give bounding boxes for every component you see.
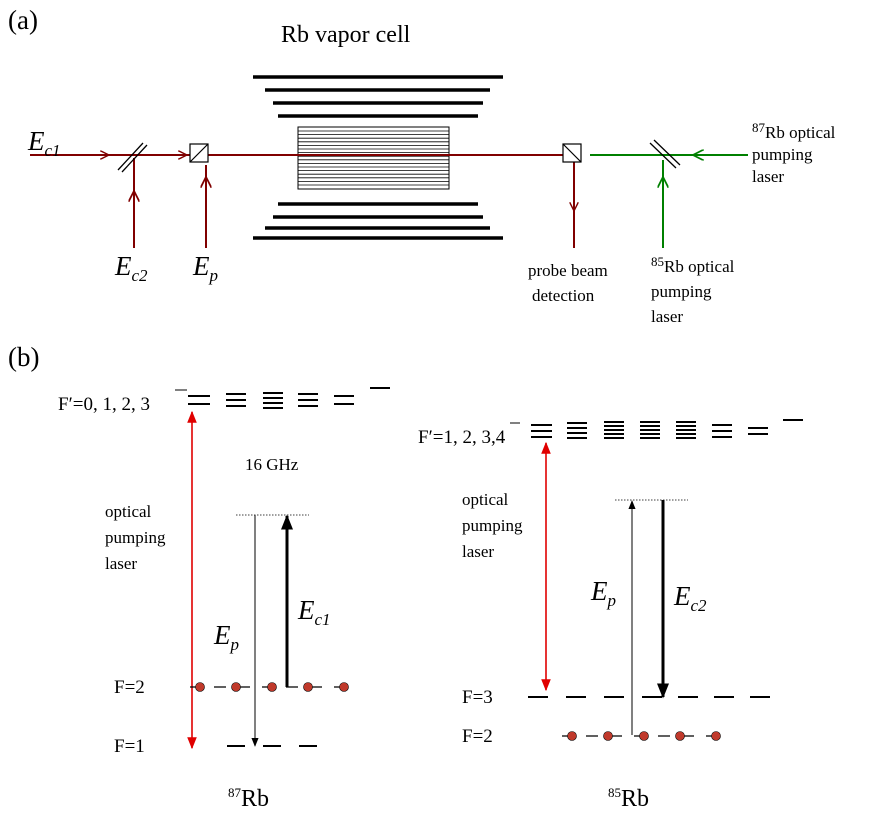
rb85-isotope-label: 85Rb <box>608 785 649 812</box>
panel-b-label: (b) <box>8 342 39 372</box>
rb87-f1-label: F=1 <box>114 736 145 757</box>
rb87-atom-dot <box>339 682 349 692</box>
rb87-isotope-label: 87Rb <box>228 785 269 812</box>
label-ep: Ep <box>192 251 218 285</box>
rb85-pump-label: 85Rb optical pumping laser <box>651 254 739 326</box>
vapor-cell-body <box>297 126 450 190</box>
rb87-ep-label: Ep <box>213 620 239 654</box>
rb85-ground-f2 <box>562 731 728 741</box>
rb87-atom-dot <box>267 682 277 692</box>
rb85-atom-dot <box>711 731 721 741</box>
rb87-f2-label: F=2 <box>114 677 145 698</box>
label-ec1: Ec1 <box>27 126 61 160</box>
rb87-atom-dot <box>195 682 205 692</box>
mirror-right <box>649 139 681 169</box>
rb87-ec-label: Ec1 <box>297 595 331 629</box>
pbs-cube-left <box>189 143 209 163</box>
pbs-cube-right <box>562 143 582 163</box>
coupling-probe-beam <box>30 155 574 248</box>
rb85-f2-label: F=2 <box>462 726 493 747</box>
rb87-atom-dot <box>231 682 241 692</box>
rb85-atom-dot <box>675 731 685 741</box>
rb85-pump-label: optical pumping laser <box>462 490 527 561</box>
rb87-gap-label: 16 GHz <box>245 455 299 474</box>
rb87-pump-label: optical pumping laser <box>105 502 170 573</box>
probe-detection-label: probe beam detection <box>528 261 612 305</box>
rb85-excited-label: F′=1, 2, 3,4 <box>418 427 506 448</box>
label-ec2: Ec2 <box>114 251 148 285</box>
rb85-f3-label: F=3 <box>462 687 493 708</box>
rb87-excited-label: F′=0, 1, 2, 3 <box>58 394 150 415</box>
rb87-excited-manifold <box>188 387 390 409</box>
rb85-excited-manifold <box>531 419 803 439</box>
cell-top-plates <box>253 75 503 118</box>
cell-bottom-plates <box>253 202 503 240</box>
rb85-ec-label: Ec2 <box>673 581 707 615</box>
mirror-left <box>117 142 148 173</box>
rb85-atom-dot <box>639 731 649 741</box>
rb85-atom-dot <box>603 731 613 741</box>
rb87-ground-f2 <box>190 682 356 692</box>
rb85-atom-dot <box>567 731 577 741</box>
rb87-pump-label: 87Rb optical pumping laser <box>752 120 840 186</box>
vapor-cell-title: Rb vapor cell <box>281 22 411 48</box>
rb85-ep-label: Ep <box>590 576 616 610</box>
rb87-atom-dot <box>303 682 313 692</box>
panel-a-label: (a) <box>8 5 38 35</box>
